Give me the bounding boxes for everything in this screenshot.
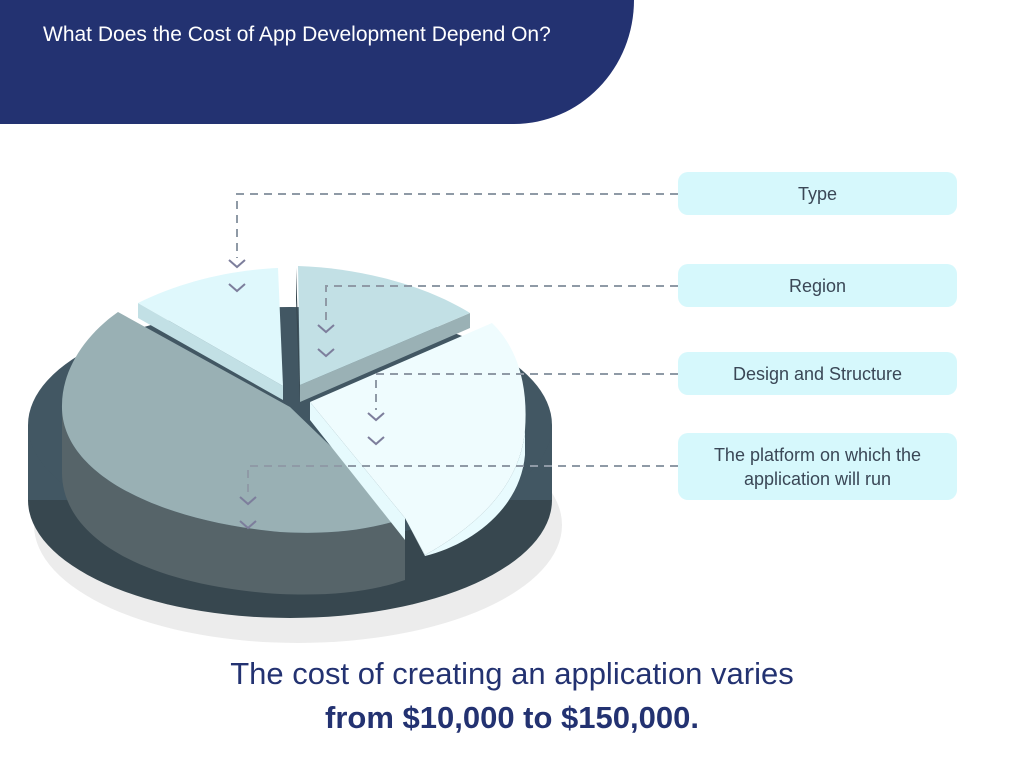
page-title: What Does the Cost of App Development De… — [43, 23, 551, 46]
connector-type — [236, 193, 678, 258]
connector-platform — [247, 465, 678, 495]
factor-label-region: Region — [678, 264, 957, 307]
factor-label-design: Design and Structure — [678, 352, 957, 395]
pie-slice-platform — [61, 312, 405, 533]
factor-label-platform: The platform on which the application wi… — [678, 433, 957, 500]
pie-slice-region — [298, 266, 470, 385]
connector-design — [375, 373, 678, 410]
chevron-down-icon — [228, 259, 385, 530]
cost-range-text: from $10,000 to $150,000. — [325, 700, 699, 735]
cost-summary-text: The cost of creating an application vari… — [230, 656, 794, 691]
connector-region — [325, 285, 678, 322]
header-banner — [0, 0, 634, 124]
factor-label-type: Type — [678, 172, 957, 215]
connector-lines — [236, 193, 678, 495]
pie-slice-design — [310, 323, 526, 555]
pie-slice-type — [138, 268, 283, 386]
pie-slice-platform-side — [61, 405, 406, 595]
